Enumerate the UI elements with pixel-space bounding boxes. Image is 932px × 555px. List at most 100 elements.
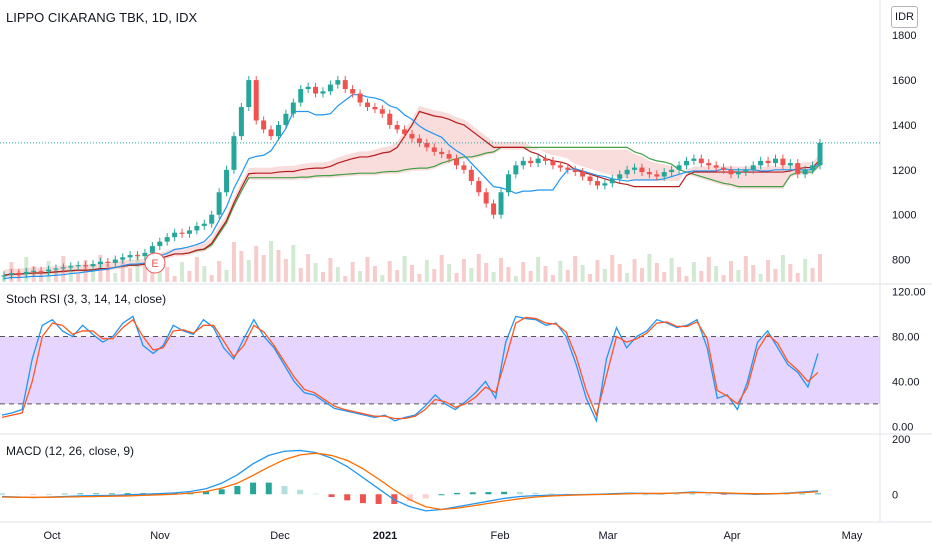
- candle-body: [395, 125, 400, 129]
- volume-bar: [380, 275, 384, 282]
- candle-body: [343, 80, 348, 89]
- candle-body: [728, 170, 733, 174]
- time-axis-label: Dec: [270, 530, 290, 542]
- candle-body: [625, 170, 630, 174]
- volume-bar: [262, 255, 266, 282]
- volume-bar: [633, 259, 637, 282]
- candle-body: [172, 233, 177, 237]
- candle-body: [447, 154, 452, 158]
- macd-histogram-bar: [501, 492, 507, 494]
- volume-bar: [217, 261, 221, 282]
- currency-badge[interactable]: IDR: [891, 6, 918, 28]
- volume-bar: [321, 272, 325, 282]
- volume-bar: [744, 256, 748, 282]
- macd-histogram-bar: [689, 494, 695, 495]
- volume-bar: [232, 242, 236, 282]
- price-tick-label: 1600: [892, 75, 916, 87]
- candle-body: [209, 215, 214, 224]
- volume-bar: [195, 257, 199, 282]
- price-tick-label: 1000: [892, 210, 916, 222]
- candle-body: [573, 170, 578, 172]
- volume-bar: [640, 268, 644, 282]
- price-tick-label: 1400: [892, 120, 916, 132]
- macd-histogram-bar: [799, 494, 805, 495]
- candle-body: [31, 271, 36, 272]
- volume-bar: [299, 268, 303, 282]
- candle-body: [157, 242, 162, 246]
- volume-bar: [558, 261, 562, 282]
- candle-body: [313, 87, 318, 94]
- candle-body: [387, 114, 392, 125]
- candle-body: [105, 262, 110, 263]
- price-tick-label: 1800: [892, 30, 916, 42]
- candle-body: [565, 168, 570, 170]
- volume-bar: [351, 262, 355, 282]
- candle-body: [469, 170, 474, 181]
- volume-bar: [766, 260, 770, 282]
- candle-body: [380, 109, 385, 113]
- volume-bar: [432, 269, 436, 282]
- volume-bar: [492, 272, 496, 282]
- candle-body: [506, 174, 511, 192]
- macd-histogram-bar: [438, 494, 444, 495]
- candle-body: [654, 174, 659, 176]
- candle-body: [699, 159, 704, 163]
- candle-body: [632, 168, 637, 170]
- volume-bar: [707, 257, 711, 282]
- candle-body: [639, 168, 644, 172]
- candle-body: [454, 159, 459, 166]
- volume-bar: [581, 265, 585, 282]
- volume-bar: [781, 255, 785, 282]
- volume-bar: [595, 260, 599, 282]
- macd-histogram-bar: [281, 486, 287, 494]
- candle-body: [53, 269, 58, 270]
- volume-bar: [187, 271, 191, 282]
- candle-body: [16, 273, 21, 274]
- volume-bar: [566, 270, 570, 282]
- macd-histogram-bar: [0, 494, 5, 495]
- stoch-tick-label: 40.00: [892, 376, 920, 388]
- candle-body: [766, 161, 771, 163]
- candle-body: [461, 165, 466, 169]
- candle-body: [350, 89, 355, 93]
- candle-body: [269, 129, 274, 136]
- macd-histogram-bar: [815, 493, 821, 494]
- volume-bar: [529, 271, 533, 282]
- volume-bar: [811, 268, 815, 282]
- candle-body: [187, 230, 192, 233]
- candle-body: [98, 262, 103, 264]
- volume-bar: [469, 268, 473, 282]
- volume-bar: [336, 267, 340, 282]
- macd-histogram-bar: [266, 483, 272, 495]
- volume-bar: [173, 276, 177, 282]
- macd-histogram-bar: [219, 489, 225, 494]
- macd-histogram-bar: [234, 486, 240, 494]
- volume-bar: [499, 258, 503, 282]
- candle-body: [550, 161, 555, 165]
- candle-body: [246, 80, 251, 107]
- candle-body: [142, 253, 147, 256]
- macd-histogram-bar: [313, 494, 319, 495]
- stoch-rsi-title: Stoch RSI (3, 3, 14, 14, close): [6, 292, 166, 306]
- volume-bar: [276, 250, 280, 282]
- volume-bar: [247, 260, 251, 282]
- macd-histogram-bar: [376, 494, 382, 504]
- candle-body: [439, 152, 444, 154]
- candle-body: [691, 159, 696, 161]
- candle-body: [417, 138, 422, 142]
- volume-bar: [677, 267, 681, 282]
- candle-body: [358, 94, 363, 103]
- volume-bar: [818, 254, 822, 282]
- volume-bar: [165, 267, 169, 282]
- volume-bar: [373, 266, 377, 282]
- candle-body: [372, 107, 377, 109]
- volume-bar: [506, 267, 510, 282]
- candle-body: [491, 203, 496, 214]
- time-axis-label: May: [842, 530, 863, 542]
- candle-body: [647, 172, 652, 174]
- candle-body: [499, 192, 504, 214]
- volume-bar: [225, 270, 229, 282]
- macd-histogram-bar: [548, 493, 554, 494]
- volume-bar: [403, 256, 407, 282]
